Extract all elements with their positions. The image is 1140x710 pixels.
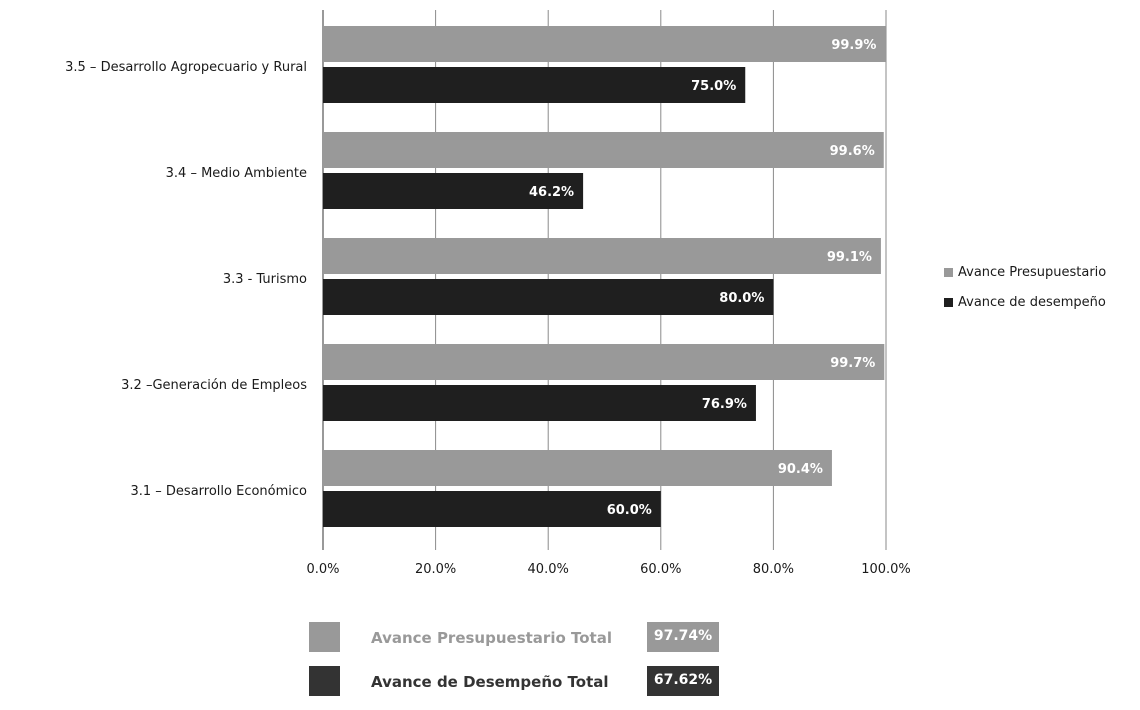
value-label-presupuestario-1: 99.6% [830,144,875,159]
total-swatch-desempeno [309,666,340,696]
bar-desempeno-0 [323,67,746,103]
bar-presupuestario-0 [323,26,886,62]
bar-presupuestario-3 [323,344,885,380]
total-label-presupuestario: Avance Presupuestario Total [371,629,612,647]
legend-swatch-presupuestario [944,267,953,277]
bar-desempeno-2 [323,279,774,315]
bar-desempeno-4 [323,491,661,527]
x-tick-label-0: 0.0% [306,562,339,577]
total-value-presupuestario: 97.74% [647,622,719,652]
legend-item-presupuestario: Avance Presupuestario [944,262,1106,282]
bar-presupuestario-1 [323,132,884,168]
x-tick-label-3: 60.0% [640,562,681,577]
legend-label-presupuestario: Avance Presupuestario [958,264,1107,280]
x-tick-label-5: 100.0% [861,562,911,577]
legend-item-desempeno: Avance de desempeño [944,292,1106,312]
category-label-3: 3.2 –Generación de Empleos [121,378,307,393]
value-label-presupuestario-0: 99.9% [831,38,876,53]
value-label-desempeno-2: 80.0% [719,291,764,306]
value-label-presupuestario-4: 90.4% [778,462,823,477]
x-tick-label-2: 40.0% [528,562,569,577]
category-label-1: 3.4 – Medio Ambiente [166,166,307,181]
total-value-desempeno: 67.62% [647,666,719,696]
bar-desempeno-1 [323,173,584,209]
value-label-presupuestario-3: 99.7% [830,356,875,371]
value-label-presupuestario-2: 99.1% [827,250,872,265]
category-label-4: 3.1 – Desarrollo Económico [130,484,307,499]
bar-presupuestario-4 [323,450,832,486]
x-tick-label-1: 20.0% [415,562,456,577]
category-label-0: 3.5 – Desarrollo Agropecuario y Rural [65,60,307,75]
value-label-desempeno-4: 60.0% [607,503,652,518]
legend-label-desempeno: Avance de desempeño [958,294,1106,310]
category-label-2: 3.3 - Turismo [223,272,307,287]
legend-swatch-desempeno [944,297,953,307]
bar-presupuestario-2 [323,238,881,274]
total-label-desempeno: Avance de Desempeño Total [371,673,609,691]
value-label-desempeno-3: 76.9% [702,397,747,412]
chart-legend: Avance Presupuestario Avance de desempeñ… [944,262,1106,322]
value-label-desempeno-1: 46.2% [529,185,574,200]
total-swatch-presupuestario [309,622,340,652]
x-tick-label-4: 80.0% [753,562,794,577]
bar-desempeno-3 [323,385,756,421]
value-label-desempeno-0: 75.0% [691,79,736,94]
